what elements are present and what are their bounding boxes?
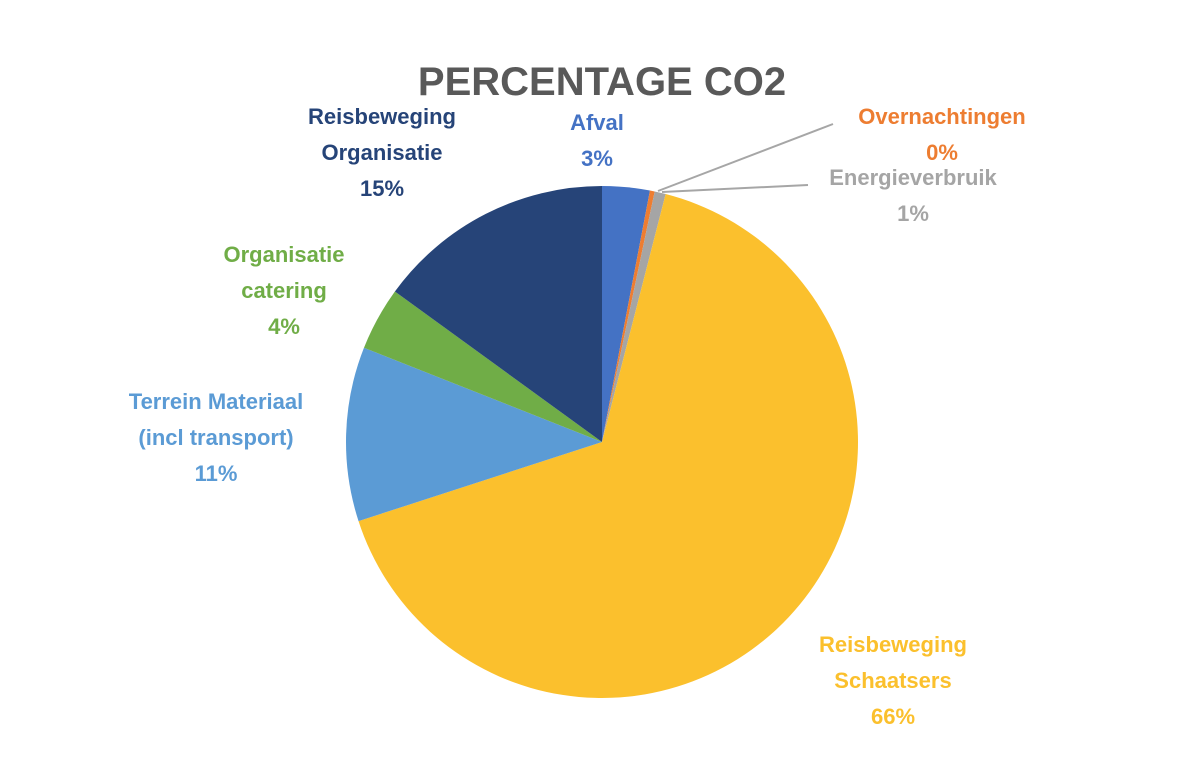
chart-title: PERCENTAGE CO2 (418, 60, 786, 104)
pie-slice-terrein-materiaal-incl-transport (346, 347, 602, 522)
pie-slice-reisbeweging-organisatie (394, 186, 602, 442)
slice-label: Terrein Materiaal (incl transport) 11% (129, 389, 303, 486)
slice-label: Reisbeweging Organisatie 15% (308, 104, 456, 201)
leader-lines (657, 123, 834, 193)
slice-category-label: Terrein Materiaal (129, 389, 303, 414)
slice-category-label: Organisatie (321, 140, 442, 165)
leader-line (661, 184, 809, 193)
slice-category-label: (incl transport) (138, 425, 293, 450)
slice-label: Reisbeweging Schaatsers 66% (819, 632, 967, 729)
slice-category-label: Energieverbruik (829, 165, 997, 190)
slice-labels: Afval 3% Overnachtingen 0%Energieverbruik 1%… (129, 104, 1026, 729)
slice-category-label: catering (241, 278, 327, 303)
pie-slice-organisatie-catering (363, 291, 602, 442)
slice-label: Afval 3% (570, 110, 624, 171)
slice-category-label: Overnachtingen (858, 104, 1025, 129)
slice-label: Overnachtingen 0% (858, 104, 1025, 165)
pie-slices (346, 186, 858, 698)
slice-value-label: 3% (581, 146, 613, 171)
slice-value-label: 15% (360, 176, 404, 201)
slice-value-label: 4% (268, 314, 300, 339)
slice-label: Organisatie catering 4% (223, 242, 344, 339)
pie-slice-reisbeweging-schaatsers (358, 194, 858, 698)
slice-value-label: 1% (897, 201, 929, 226)
leader-line (657, 123, 834, 192)
slice-category-label: Schaatsers (834, 668, 951, 693)
slice-category-label: Organisatie (223, 242, 344, 267)
slice-value-label: 66% (871, 704, 915, 729)
slice-category-label: Reisbeweging (308, 104, 456, 129)
slice-value-label: 0% (926, 140, 958, 165)
pie-slice-energieverbruik (602, 191, 666, 442)
slice-category-label: Afval (570, 110, 624, 135)
pie-slice-afval (602, 186, 650, 442)
slice-category-label: Reisbeweging (819, 632, 967, 657)
pie-slice-overnachtingen (602, 190, 655, 442)
slice-label: Energieverbruik 1% (829, 165, 997, 226)
slice-value-label: 11% (195, 461, 238, 486)
